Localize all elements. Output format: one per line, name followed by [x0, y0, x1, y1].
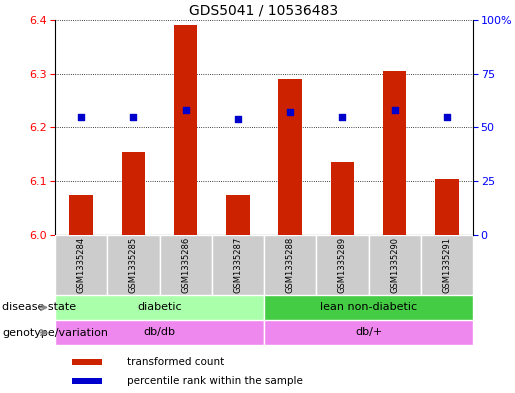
Point: [234, 116, 242, 122]
Text: lean non-diabetic: lean non-diabetic: [320, 303, 417, 312]
Text: GSM1335287: GSM1335287: [233, 237, 243, 293]
Text: db/+: db/+: [355, 327, 382, 338]
Text: genotype/variation: genotype/variation: [2, 327, 108, 338]
Bar: [174, 26, 197, 235]
Text: GSM1335290: GSM1335290: [390, 237, 399, 293]
Text: disease state: disease state: [2, 303, 76, 312]
Bar: [55, 320, 264, 345]
Text: transformed count: transformed count: [127, 357, 224, 367]
Text: GSM1335291: GSM1335291: [442, 237, 451, 293]
Title: GDS5041 / 10536483: GDS5041 / 10536483: [190, 4, 338, 17]
Bar: [72, 378, 102, 384]
Bar: [369, 235, 421, 295]
Bar: [160, 235, 212, 295]
Text: GSM1335286: GSM1335286: [181, 237, 190, 293]
Point: [390, 107, 399, 114]
Bar: [316, 235, 369, 295]
Bar: [226, 195, 250, 235]
Text: diabetic: diabetic: [137, 303, 182, 312]
Bar: [331, 162, 354, 235]
Bar: [264, 320, 473, 345]
Point: [77, 114, 85, 120]
Bar: [70, 195, 93, 235]
Text: db/db: db/db: [144, 327, 176, 338]
Bar: [212, 235, 264, 295]
Point: [286, 109, 294, 116]
Bar: [107, 235, 160, 295]
Bar: [383, 71, 406, 235]
Bar: [435, 178, 459, 235]
Bar: [55, 235, 107, 295]
Bar: [421, 235, 473, 295]
Bar: [55, 295, 264, 320]
Text: GSM1335284: GSM1335284: [77, 237, 85, 293]
Point: [129, 114, 138, 120]
Text: GSM1335285: GSM1335285: [129, 237, 138, 293]
Bar: [264, 295, 473, 320]
Bar: [72, 360, 102, 365]
Bar: [122, 152, 145, 235]
Bar: [279, 79, 302, 235]
Bar: [264, 235, 316, 295]
Text: percentile rank within the sample: percentile rank within the sample: [127, 376, 303, 386]
Point: [338, 114, 347, 120]
Point: [443, 114, 451, 120]
Text: GSM1335289: GSM1335289: [338, 237, 347, 293]
Text: GSM1335288: GSM1335288: [286, 237, 295, 293]
Point: [181, 107, 190, 114]
